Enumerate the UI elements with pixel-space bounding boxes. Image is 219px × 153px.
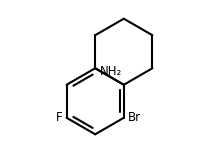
Text: Br: Br bbox=[127, 111, 141, 124]
Text: NH₂: NH₂ bbox=[100, 65, 122, 78]
Text: F: F bbox=[56, 111, 63, 124]
